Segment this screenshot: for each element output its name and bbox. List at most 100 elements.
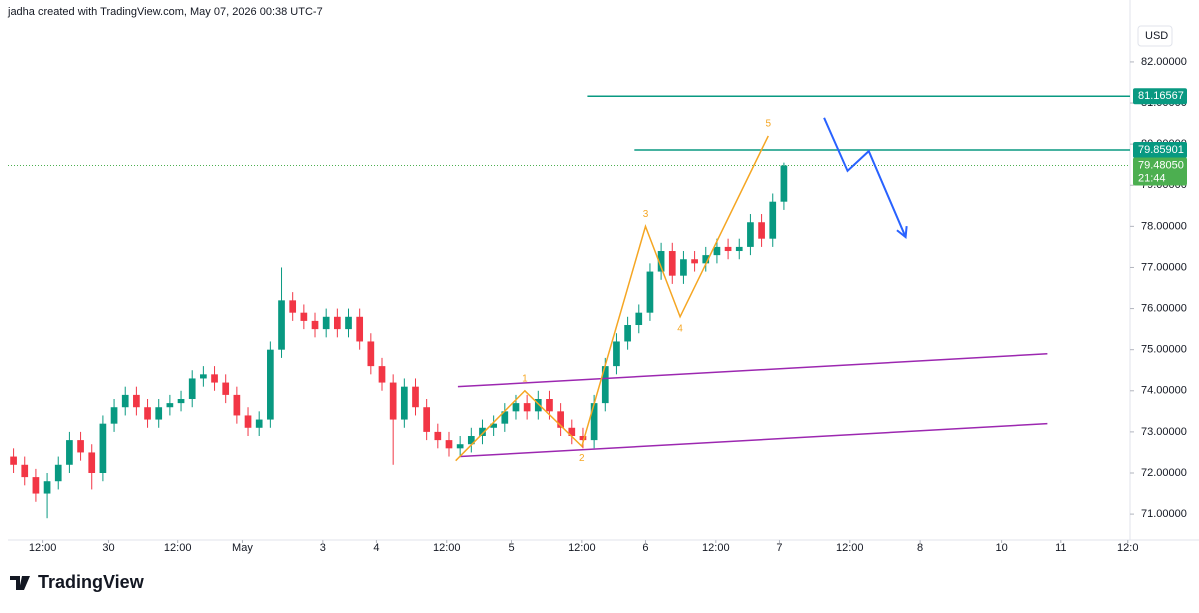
last-price-box [1133, 157, 1187, 186]
x-tick-label: 10 [995, 542, 1007, 554]
x-tick-label: 7 [776, 542, 782, 554]
candle-body [479, 427, 486, 436]
candle-body [10, 456, 17, 465]
candle-body [456, 444, 464, 449]
candle-body [735, 246, 743, 252]
candle-body [668, 251, 676, 276]
candle-body [110, 407, 118, 424]
candle-body [512, 403, 520, 412]
channel-line [457, 353, 1048, 388]
candle-body [646, 271, 654, 313]
candle-body [300, 312, 308, 321]
candle-body [211, 374, 218, 383]
channel-line [460, 422, 1048, 458]
candle-body [423, 407, 431, 432]
candle-body [534, 399, 542, 412]
candle-body [121, 394, 129, 408]
y-tick-label: 72.00000 [1141, 467, 1187, 479]
candle-body [43, 481, 51, 494]
candle-body [434, 431, 442, 441]
x-tick-label: 30 [102, 542, 114, 554]
candle-body [657, 251, 665, 272]
candle-body [713, 246, 721, 256]
candle-body [601, 366, 609, 404]
candle-body [177, 399, 185, 404]
x-tick-label: 12:00 [164, 542, 192, 554]
candle-body [188, 378, 196, 400]
candle-body [467, 436, 475, 445]
arrow-head [896, 225, 908, 239]
candle-body [546, 399, 553, 412]
x-tick-label: 12:00 [433, 542, 461, 554]
candle-body [66, 440, 73, 465]
candle-body [278, 300, 285, 350]
candle-body [780, 165, 788, 202]
candle-body [445, 440, 453, 449]
wave-label: 5 [765, 119, 771, 130]
candle-body [367, 341, 375, 367]
candle-body [99, 423, 107, 473]
x-tick-label: 8 [917, 542, 923, 554]
logo-text: TradingView [38, 572, 145, 592]
candle-body [490, 423, 497, 428]
candle-body [680, 259, 687, 276]
level-label: 79.85901 [1138, 144, 1184, 156]
level-label-box [1133, 88, 1187, 105]
x-tick-label: May [232, 542, 253, 554]
candle-body [389, 382, 397, 420]
y-tick-label: 76.00000 [1141, 302, 1187, 314]
candle-body [624, 325, 631, 342]
x-tick-label: 4 [373, 542, 379, 554]
candle-body [501, 411, 509, 424]
candle-body [769, 201, 777, 239]
projection-arrow [823, 117, 907, 238]
candle-body [590, 403, 598, 441]
candle-body [255, 419, 263, 428]
y-tick-label: 71.00000 [1141, 508, 1187, 520]
candle-body [691, 259, 698, 264]
candle-body [579, 436, 587, 441]
candle-body [635, 312, 643, 326]
x-tick-label: 6 [642, 542, 648, 554]
wave-label: 2 [579, 453, 585, 464]
candle-body [568, 427, 576, 436]
y-tick-label: 77.00000 [1141, 261, 1187, 273]
wave-line [455, 135, 769, 462]
wave-label: 3 [643, 209, 649, 220]
countdown: 21:44 [1138, 172, 1166, 184]
candle-body [333, 316, 341, 330]
wave-label: 4 [677, 323, 683, 334]
level-label: 81.16567 [1138, 90, 1184, 102]
candle-body [557, 411, 564, 428]
candle-body [54, 464, 62, 482]
x-tick-label: 12:00 [568, 542, 596, 554]
candle-body [133, 394, 140, 408]
x-tick-label: 12:0 [1117, 542, 1138, 554]
last-price-label: 79.48050 [1138, 159, 1184, 171]
candle-body [724, 246, 732, 252]
candle-body [244, 415, 252, 428]
candle-body [166, 403, 174, 408]
x-tick-label: 12:00 [836, 542, 864, 554]
x-tick-label: 12:00 [29, 542, 57, 554]
level-label-box [1133, 141, 1187, 158]
candle-body [222, 382, 230, 395]
y-tick-label: 74.00000 [1141, 385, 1187, 397]
attribution: jadha created with TradingView.com, May … [7, 6, 323, 18]
logo: TradingView [10, 572, 145, 592]
candle-body [613, 341, 620, 367]
currency-box [1137, 25, 1173, 47]
candle-body [345, 316, 352, 330]
candle-body [412, 386, 419, 408]
wave-label: 1 [522, 373, 528, 384]
candle-body [155, 407, 163, 420]
candle-body [32, 477, 40, 494]
candle-body [702, 255, 710, 264]
candle-body [21, 464, 29, 478]
candle-body [400, 386, 408, 420]
candle-body [267, 349, 274, 420]
logo-icon [10, 576, 30, 590]
y-tick-label: 73.00000 [1141, 426, 1187, 438]
